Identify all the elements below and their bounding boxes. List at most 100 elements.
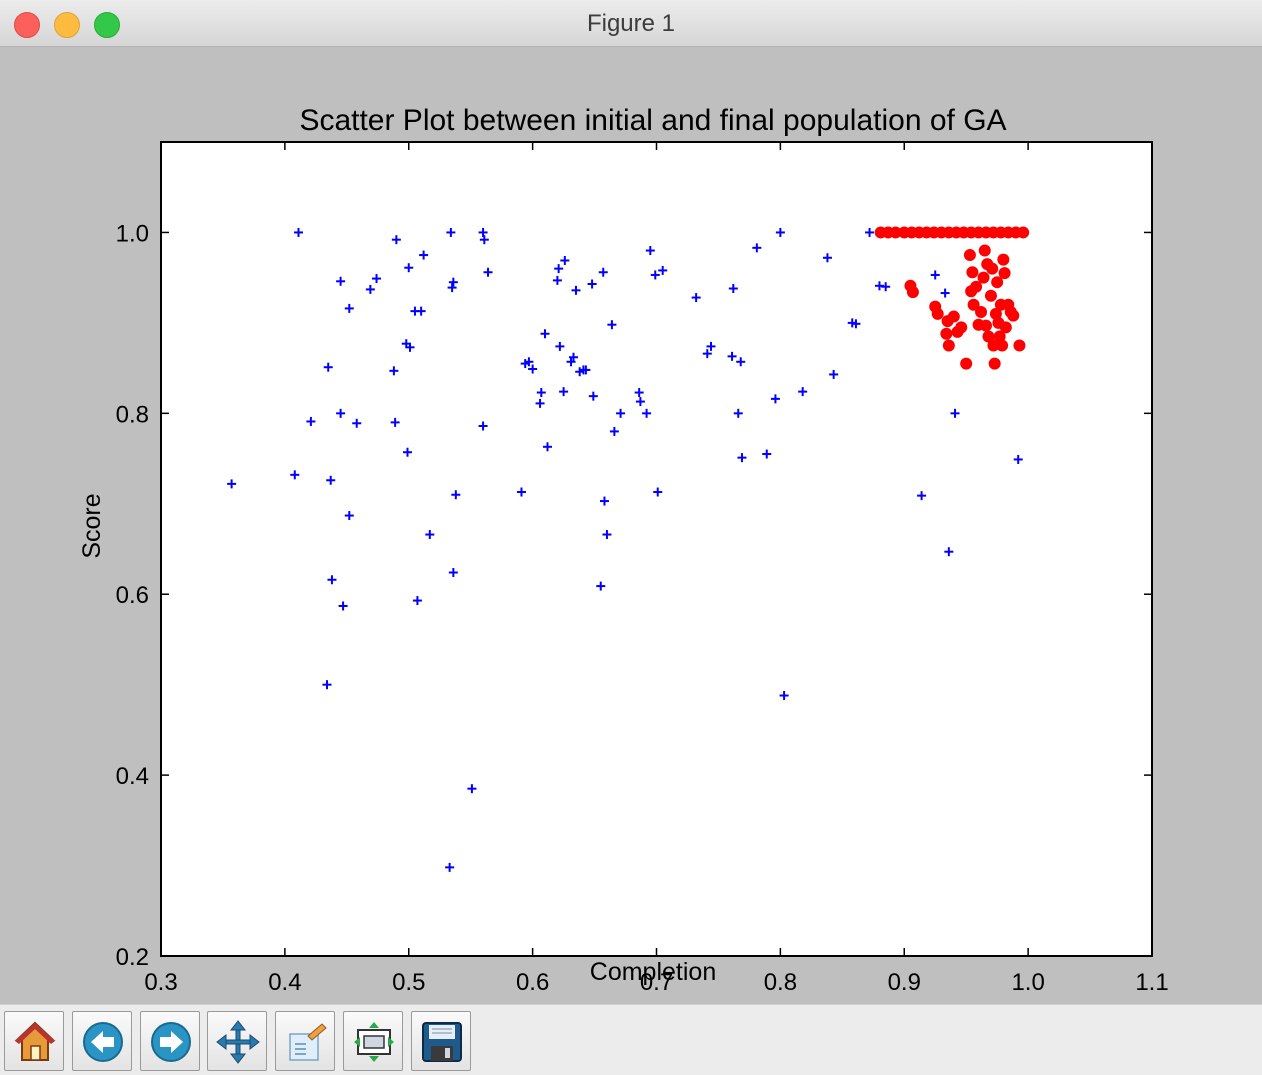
data-point-plus — [365, 284, 375, 294]
window-close-button[interactable] — [14, 12, 40, 38]
data-point-plus — [736, 357, 746, 367]
x-tick-label: 0.3 — [144, 969, 177, 996]
data-point-plus — [390, 417, 400, 427]
x-tick-label: 0.9 — [888, 969, 921, 996]
data-point-plus — [404, 263, 414, 273]
forward-button[interactable] — [140, 1011, 200, 1071]
data-point-plus — [559, 387, 569, 397]
y-axis-tick-labels: 0.2 0.4 0.6 0.8 1.0 — [116, 220, 149, 971]
data-point-plus — [944, 547, 954, 557]
data-point-circle — [970, 280, 983, 293]
data-point-plus — [634, 388, 644, 398]
data-point-plus — [344, 303, 354, 313]
data-point-plus — [445, 862, 455, 872]
data-point-plus — [770, 394, 780, 404]
zoom-button[interactable] — [275, 1011, 335, 1071]
data-point-plus — [419, 250, 429, 260]
data-point-plus — [540, 329, 550, 339]
data-point-circle — [975, 306, 988, 319]
window-maximize-button[interactable] — [94, 12, 120, 38]
data-point-circle — [999, 321, 1012, 334]
data-point-plus — [336, 276, 346, 286]
back-arrow-icon — [83, 1022, 123, 1062]
data-point-plus — [851, 319, 861, 329]
data-point-plus — [352, 418, 362, 428]
y-tick-label: 1.0 — [116, 220, 149, 247]
data-point-circle — [1013, 339, 1026, 352]
data-point-plus — [536, 388, 546, 398]
data-point-plus — [554, 264, 564, 274]
data-point-circle — [988, 357, 1001, 370]
data-point-plus — [326, 475, 336, 485]
data-point-circle — [982, 330, 995, 343]
x-tick-label: 0.8 — [764, 969, 797, 996]
data-point-circle — [889, 226, 902, 239]
data-point-plus — [762, 449, 772, 459]
data-point-circle — [978, 244, 991, 257]
data-point-circle — [986, 262, 999, 275]
data-point-plus — [535, 398, 545, 408]
home-button[interactable] — [4, 1011, 64, 1071]
data-point-plus — [779, 691, 789, 701]
data-point-plus — [798, 387, 808, 397]
data-point-plus — [338, 601, 348, 611]
data-point-plus — [596, 581, 606, 591]
data-point-plus — [344, 511, 354, 521]
data-point-plus — [728, 284, 738, 294]
window-titlebar: Figure 1 — [0, 0, 1262, 47]
data-point-plus — [560, 255, 570, 265]
subplots-icon — [354, 1022, 394, 1062]
data-point-plus — [412, 596, 422, 606]
window-minimize-button[interactable] — [54, 12, 80, 38]
y-tick-label: 0.4 — [116, 763, 149, 790]
data-point-plus — [599, 496, 609, 506]
data-point-plus — [416, 306, 426, 316]
data-point-circle — [960, 357, 973, 370]
data-point-circle — [989, 307, 1002, 320]
x-tick-label: 1.0 — [1011, 969, 1044, 996]
x-tick-label: 0.7 — [640, 969, 673, 996]
data-point-plus — [327, 575, 337, 585]
data-point-plus — [609, 426, 619, 436]
data-point-circle — [931, 307, 944, 320]
x-axis-tick-labels: 0.3 0.4 0.5 0.6 0.7 0.8 0.9 1.0 1.1 — [144, 969, 1168, 996]
data-point-plus — [642, 408, 652, 418]
data-point-plus — [389, 366, 399, 376]
data-point-plus — [1013, 454, 1023, 464]
data-point-plus — [467, 784, 477, 794]
data-point-circle — [984, 289, 997, 302]
data-point-plus — [775, 227, 785, 237]
series-final-population — [874, 226, 1030, 370]
data-point-plus — [752, 243, 762, 253]
data-point-plus — [706, 341, 716, 351]
save-button[interactable] — [411, 1011, 471, 1071]
data-point-plus — [653, 487, 663, 497]
data-point-plus — [478, 421, 488, 431]
navigation-toolbar — [0, 1004, 1262, 1075]
x-tick-label: 0.4 — [268, 969, 301, 996]
data-point-plus — [448, 277, 458, 287]
data-point-plus — [552, 275, 562, 285]
zoom-rect-icon — [289, 1023, 327, 1061]
data-point-plus — [571, 285, 581, 295]
figure-canvas: Scatter Plot between initial and final p… — [78, 104, 1169, 996]
data-point-plus — [658, 265, 668, 275]
data-point-plus — [403, 447, 413, 457]
back-button[interactable] — [72, 1011, 132, 1071]
data-point-circle — [1007, 309, 1020, 322]
data-point-plus — [322, 680, 332, 690]
data-point-circle — [997, 253, 1010, 266]
pan-button[interactable] — [207, 1011, 267, 1071]
data-point-plus — [691, 293, 701, 303]
data-point-plus — [737, 453, 747, 463]
data-point-circle — [991, 276, 1004, 289]
move-icon — [216, 1020, 260, 1064]
subplots-button[interactable] — [343, 1011, 403, 1071]
data-point-plus — [569, 352, 579, 362]
data-point-plus — [635, 397, 645, 407]
data-point-plus — [822, 253, 832, 263]
data-point-circle — [940, 327, 953, 340]
x-tick-label: 1.1 — [1135, 969, 1168, 996]
data-point-plus — [940, 288, 950, 298]
y-tick-label: 0.8 — [116, 401, 149, 428]
